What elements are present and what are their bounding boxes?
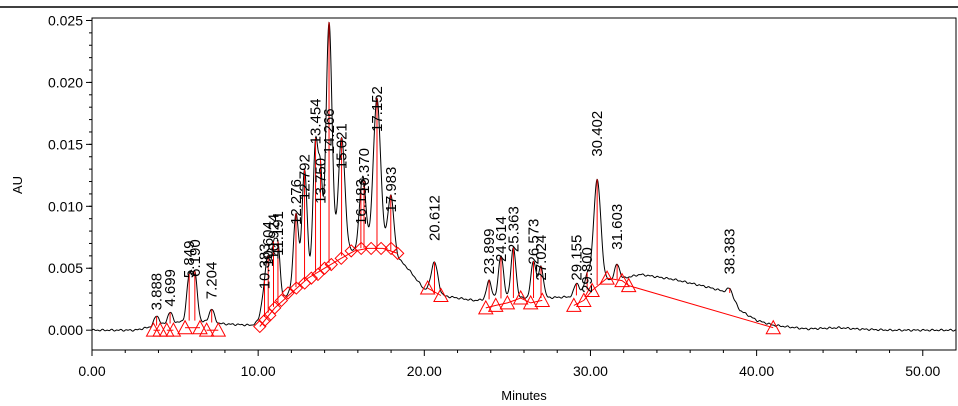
peak-label: 11.191 [270, 211, 287, 256]
baseline-triangle-marker [512, 289, 529, 305]
baseline-diamond-marker [253, 319, 267, 334]
x-tick-label: 20.00 [407, 363, 442, 379]
baseline-diamond-marker [311, 267, 325, 282]
baseline-diamond-marker [258, 313, 272, 327]
baseline-triangle-marker [165, 322, 182, 337]
peak-label: 15.021 [334, 123, 351, 169]
baseline-diamond-marker [268, 301, 282, 315]
peak-label: 27.024 [533, 235, 550, 281]
baseline-diamond-marker [364, 241, 378, 256]
trace-group [91, 21, 956, 332]
baseline-diamond-marker [304, 271, 319, 285]
peak-label: 14.266 [321, 108, 338, 154]
y-tick-label: 0.020 [48, 74, 83, 90]
peak-label: 17.983 [383, 167, 400, 213]
axes-group: 0.00 10.00 20.00 30.00 40.00 50.00 0.000 0.005 0… [48, 12, 941, 379]
baseline-triangle-marker [158, 322, 175, 337]
peak-label: 10.604 [260, 221, 277, 267]
baseline-diamond-marker [391, 246, 405, 261]
x-tick-label: 40.00 [739, 363, 774, 379]
baseline-triangle-marker [192, 319, 208, 335]
baseline-triangle-marker [620, 277, 637, 293]
baseline-diamond-marker [274, 293, 289, 308]
baseline-triangle-marker [614, 272, 630, 288]
x-tick-label: 10.00 [241, 363, 276, 379]
baseline-triangle-marker [177, 319, 193, 335]
plot-area-frame [91, 17, 957, 351]
baseline-triangle-marker [145, 322, 162, 337]
peak-label: 25.363 [505, 206, 522, 252]
peak-label: 29.800 [579, 247, 596, 293]
peak-label: 31.603 [609, 204, 626, 250]
baseline-triangle-marker [522, 294, 539, 310]
peak-label: 3.888 [149, 273, 166, 311]
peak-label: 16.183 [353, 179, 370, 225]
baseline-diamond-marker [334, 251, 348, 266]
peak-label: 10.924 [265, 214, 282, 260]
peak-label: 20.612 [426, 195, 443, 241]
baseline-diamond-marker [317, 261, 332, 275]
baseline-triangle-marker [487, 297, 504, 312]
integration-baseline [628, 285, 774, 329]
peak-label: 38.383 [722, 228, 739, 274]
baseline-triangle-marker [419, 280, 436, 295]
baseline-triangle-marker [198, 322, 215, 337]
baseline-diamond-marker [281, 286, 295, 300]
baseline-triangle-marker [499, 294, 516, 310]
peak-label: 17.152 [369, 86, 386, 132]
y-tick-label: 0.025 [48, 12, 83, 28]
peak-label: 24.614 [493, 216, 510, 262]
baseline-diamond-marker [354, 241, 368, 256]
baseline-triangle-marker [210, 322, 227, 337]
peak-label: 29.155 [568, 235, 585, 281]
peak-label: 23.899 [481, 229, 498, 275]
peak-label: 26.573 [526, 219, 543, 265]
peak-label: 12.792 [297, 154, 314, 200]
x-tick-label: 50.00 [905, 363, 940, 379]
baseline-triangle-marker [152, 322, 168, 337]
peak-label: 12.276 [288, 179, 305, 225]
chromatogram-trace [91, 21, 956, 332]
baseline-triangle-marker [534, 292, 551, 307]
baseline-triangle-marker [599, 270, 615, 285]
peak-label: 6.190 [187, 239, 204, 277]
baseline-triangle-marker [584, 282, 600, 298]
y-tick-label: 0.010 [48, 198, 83, 214]
baseline-triangle-marker [575, 292, 592, 307]
baseline-triangle-marker [765, 319, 782, 335]
baseline-diamond-marker [384, 241, 398, 256]
y-tick-label: 0.005 [48, 260, 83, 276]
peak-label: 5.849 [181, 241, 198, 279]
peak-label: 13.454 [307, 98, 324, 144]
peak-label: 13.750 [313, 158, 330, 204]
baseline-triangle-marker [433, 287, 449, 302]
x-tick-label: 0.00 [78, 363, 105, 379]
y-axis-title: AU [10, 176, 25, 194]
peak-label: 30.402 [589, 111, 606, 157]
peak-label: 4.699 [162, 269, 179, 307]
y-tick-label: 0.000 [48, 322, 83, 338]
baseline-triangle-marker [477, 299, 494, 315]
integration-group [145, 22, 782, 337]
baseline-diamond-marker [289, 281, 304, 295]
peak-label: 7.204 [204, 262, 221, 300]
peak-label: 10.383 [256, 243, 273, 289]
baseline-diamond-marker [324, 257, 338, 272]
x-tick-label: 30.00 [573, 363, 608, 379]
integration-baseline [485, 297, 543, 309]
x-axis-title: Minutes [501, 388, 547, 403]
y-tick-label: 0.015 [48, 136, 83, 152]
baseline-diamond-marker [374, 241, 388, 256]
peak-label: 16.370 [356, 148, 373, 194]
